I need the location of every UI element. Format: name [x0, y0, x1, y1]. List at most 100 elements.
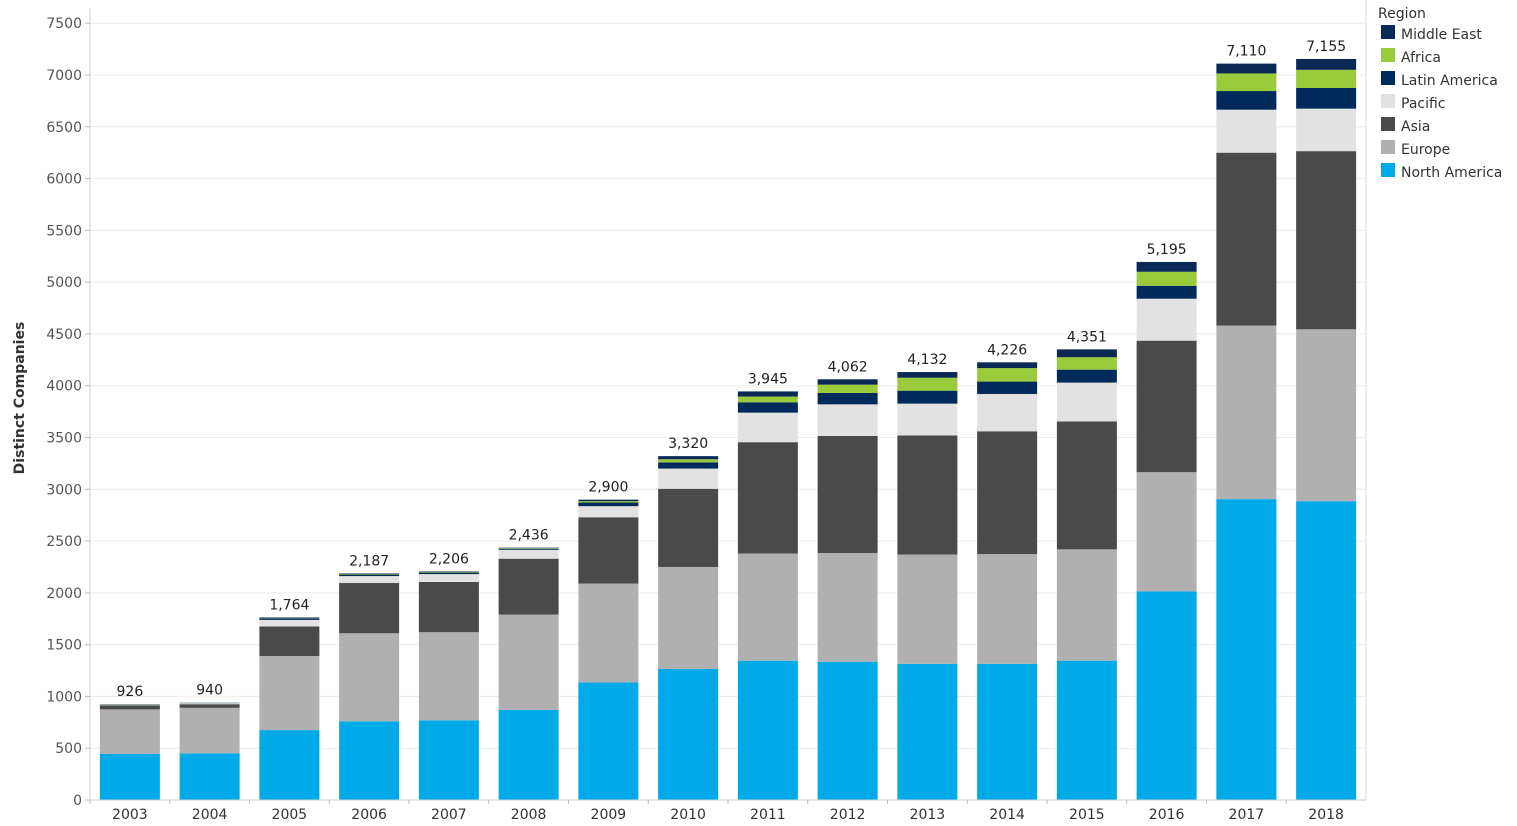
bar-segment-pacific[interactable]: [259, 619, 320, 627]
bar-segment-europe[interactable]: [897, 554, 958, 664]
bar-segment-europe[interactable]: [259, 656, 320, 731]
bar-segment-asia[interactable]: [99, 705, 160, 710]
bar-segment-europe[interactable]: [498, 614, 559, 710]
bar-segment-north-america[interactable]: [658, 668, 719, 800]
bar-segment-asia[interactable]: [179, 704, 240, 708]
bar-segment-asia[interactable]: [1056, 421, 1117, 550]
legend-label[interactable]: Africa: [1401, 50, 1441, 66]
bar-segment-africa[interactable]: [418, 572, 479, 573]
bar-segment-asia[interactable]: [259, 626, 320, 657]
bar-segment-north-america[interactable]: [339, 721, 400, 800]
bar-segment-middle-east[interactable]: [897, 372, 958, 378]
bar-segment-africa[interactable]: [1136, 271, 1197, 286]
bar-segment-middle-east[interactable]: [1216, 63, 1277, 74]
bar-segment-pacific[interactable]: [1296, 108, 1357, 152]
bar-segment-latin-america[interactable]: [977, 381, 1038, 394]
bar-segment-middle-east[interactable]: [259, 617, 320, 618]
bar-segment-north-america[interactable]: [578, 682, 639, 800]
bar-segment-africa[interactable]: [817, 384, 878, 393]
bar-segment-africa[interactable]: [977, 368, 1038, 382]
bar-segment-north-america[interactable]: [897, 663, 958, 800]
bar-segment-latin-america[interactable]: [1216, 91, 1277, 110]
bar-segment-latin-america[interactable]: [259, 618, 320, 620]
bar-segment-pacific[interactable]: [498, 549, 559, 559]
bar-segment-north-america[interactable]: [179, 753, 240, 800]
bar-segment-europe[interactable]: [658, 566, 719, 669]
bar-segment-africa[interactable]: [658, 459, 719, 463]
bar-segment-latin-america[interactable]: [658, 462, 719, 469]
bar-segment-north-america[interactable]: [1056, 660, 1117, 800]
bar-segment-latin-america[interactable]: [897, 390, 958, 404]
bar-segment-asia[interactable]: [897, 435, 958, 555]
bar-segment-europe[interactable]: [977, 554, 1038, 664]
bar-segment-north-america[interactable]: [817, 661, 878, 800]
bar-segment-north-america[interactable]: [1136, 591, 1197, 800]
bar-segment-pacific[interactable]: [897, 403, 958, 436]
bar-segment-middle-east[interactable]: [817, 379, 878, 385]
bar-segment-latin-america[interactable]: [1136, 285, 1197, 299]
bar-segment-north-america[interactable]: [259, 730, 320, 800]
legend-label[interactable]: Latin America: [1401, 73, 1498, 89]
bar-segment-europe[interactable]: [418, 632, 479, 721]
bar-segment-africa[interactable]: [737, 396, 798, 403]
bar-segment-africa[interactable]: [897, 377, 958, 391]
bar-segment-asia[interactable]: [658, 488, 719, 567]
bar-segment-middle-east[interactable]: [1056, 349, 1117, 358]
bar-segment-middle-east[interactable]: [737, 391, 798, 397]
bar-segment-asia[interactable]: [737, 442, 798, 554]
legend-label[interactable]: Europe: [1401, 142, 1450, 158]
bar-segment-pacific[interactable]: [179, 703, 240, 705]
bar-segment-pacific[interactable]: [1056, 382, 1117, 422]
bar-segment-asia[interactable]: [498, 558, 559, 615]
bar-segment-africa[interactable]: [1056, 357, 1117, 370]
bar-segment-pacific[interactable]: [817, 404, 878, 436]
bar-segment-pacific[interactable]: [99, 704, 160, 706]
bar-segment-latin-america[interactable]: [737, 402, 798, 413]
bar-segment-north-america[interactable]: [498, 709, 559, 800]
bar-segment-asia[interactable]: [977, 431, 1038, 555]
bar-segment-north-america[interactable]: [737, 660, 798, 800]
bar-segment-europe[interactable]: [1136, 472, 1197, 592]
bar-segment-latin-america[interactable]: [578, 502, 639, 507]
bar-segment-pacific[interactable]: [1216, 109, 1277, 153]
bar-segment-north-america[interactable]: [1296, 501, 1357, 800]
bar-segment-latin-america[interactable]: [339, 574, 400, 577]
bar-segment-middle-east[interactable]: [1296, 58, 1357, 70]
bar-segment-middle-east[interactable]: [578, 499, 639, 502]
bar-segment-asia[interactable]: [1136, 340, 1197, 473]
bar-segment-europe[interactable]: [578, 583, 639, 683]
bar-segment-pacific[interactable]: [737, 412, 798, 443]
bar-segment-europe[interactable]: [1296, 329, 1357, 502]
bar-segment-africa[interactable]: [1216, 73, 1277, 92]
bar-segment-latin-america[interactable]: [1296, 87, 1357, 109]
bar-segment-europe[interactable]: [99, 709, 160, 754]
bar-segment-middle-east[interactable]: [1136, 261, 1197, 272]
bar-segment-europe[interactable]: [1216, 325, 1277, 500]
bar-segment-europe[interactable]: [179, 707, 240, 754]
bar-segment-africa[interactable]: [1296, 69, 1357, 88]
bar-segment-europe[interactable]: [1056, 549, 1117, 661]
bar-segment-middle-east[interactable]: [977, 362, 1038, 369]
bar-segment-asia[interactable]: [418, 581, 479, 633]
bar-segment-europe[interactable]: [737, 553, 798, 661]
bar-segment-latin-america[interactable]: [498, 548, 559, 550]
bar-segment-asia[interactable]: [1216, 152, 1277, 326]
bar-segment-latin-america[interactable]: [1056, 369, 1117, 383]
bar-segment-north-america[interactable]: [418, 720, 479, 800]
legend-label[interactable]: Middle East: [1401, 27, 1482, 43]
legend-label[interactable]: Asia: [1401, 119, 1430, 135]
bar-segment-asia[interactable]: [578, 517, 639, 584]
bar-segment-middle-east[interactable]: [658, 456, 719, 460]
bar-segment-africa[interactable]: [498, 548, 559, 549]
legend-label[interactable]: North America: [1401, 165, 1502, 181]
bar-segment-latin-america[interactable]: [817, 392, 878, 405]
bar-segment-north-america[interactable]: [99, 753, 160, 800]
bar-segment-europe[interactable]: [817, 552, 878, 662]
bar-segment-asia[interactable]: [817, 435, 878, 553]
bar-segment-middle-east[interactable]: [498, 547, 559, 549]
bar-segment-pacific[interactable]: [578, 506, 639, 518]
bar-segment-pacific[interactable]: [339, 576, 400, 584]
legend-label[interactable]: Pacific: [1401, 96, 1446, 112]
bar-segment-pacific[interactable]: [1136, 298, 1197, 341]
bar-segment-africa[interactable]: [578, 501, 639, 503]
